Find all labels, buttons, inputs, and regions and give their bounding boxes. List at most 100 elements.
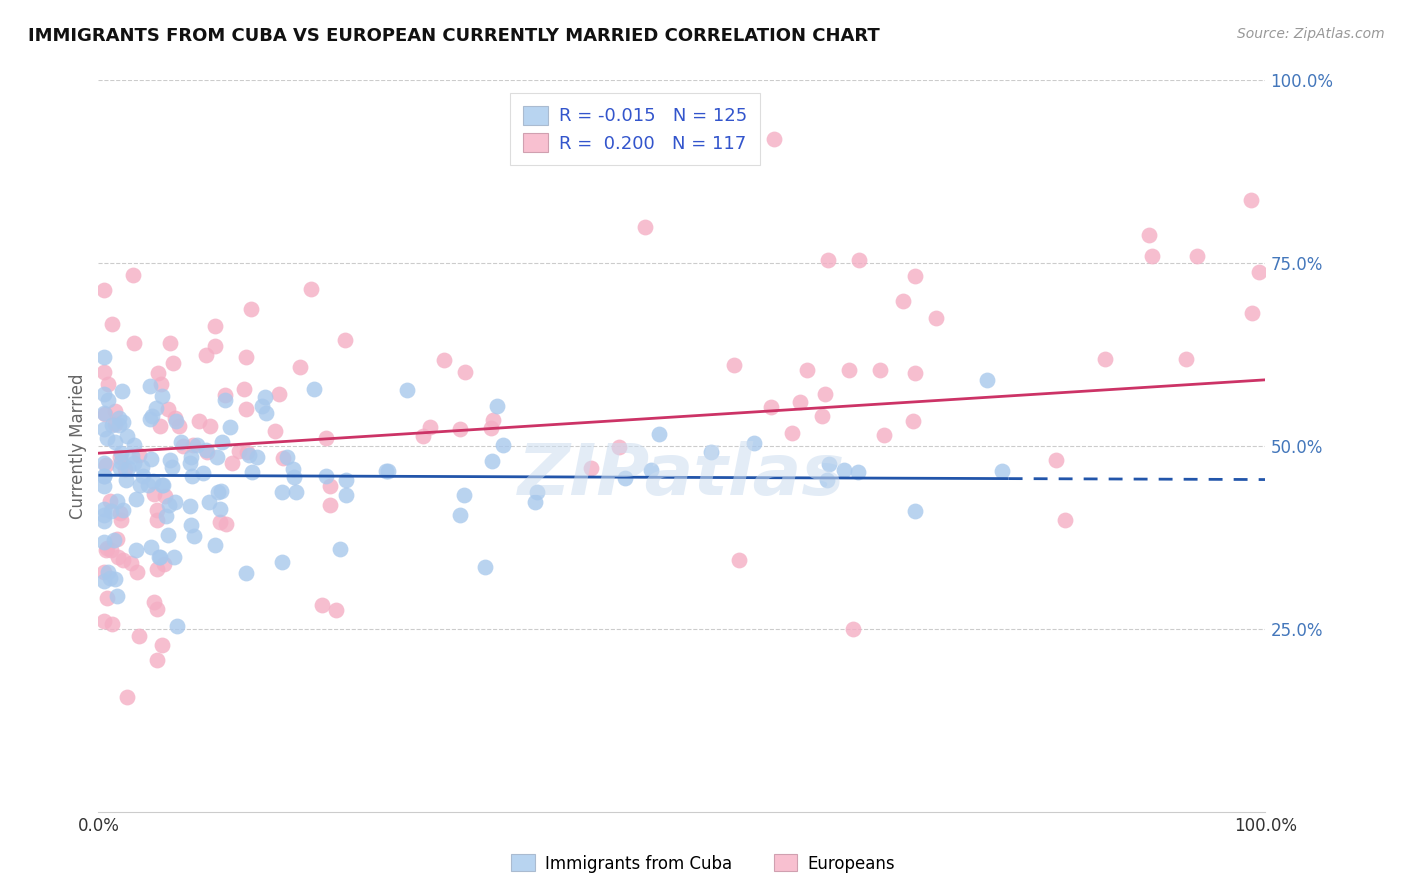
Point xyxy=(648,427,671,442)
Point xyxy=(163,549,186,564)
Point xyxy=(150,638,173,652)
Point xyxy=(98,493,121,508)
Point xyxy=(93,479,115,493)
Point xyxy=(763,132,786,146)
Point xyxy=(319,499,342,513)
Point xyxy=(842,623,865,637)
Point xyxy=(117,429,139,443)
Point xyxy=(104,434,127,449)
Point xyxy=(211,434,233,449)
Point xyxy=(93,468,115,483)
Point xyxy=(1249,265,1271,279)
Point xyxy=(143,595,166,609)
Point xyxy=(1185,249,1208,263)
Point xyxy=(492,438,515,452)
Point xyxy=(197,495,219,509)
Point xyxy=(1175,351,1198,366)
Point xyxy=(93,502,115,516)
Point xyxy=(209,502,232,516)
Point xyxy=(235,350,257,364)
Point xyxy=(155,509,177,524)
Point xyxy=(150,389,173,403)
Point xyxy=(811,409,834,423)
Point xyxy=(264,424,287,438)
Point xyxy=(101,318,124,332)
Point xyxy=(180,518,202,533)
Point xyxy=(454,365,477,379)
Point xyxy=(228,444,250,458)
Point xyxy=(481,413,503,427)
Point xyxy=(188,414,211,428)
Point xyxy=(848,252,870,267)
Point xyxy=(1094,352,1116,367)
Point xyxy=(276,450,298,464)
Point xyxy=(139,541,162,555)
Point xyxy=(238,448,260,462)
Point xyxy=(110,446,132,460)
Point xyxy=(122,438,145,452)
Point xyxy=(111,384,134,398)
Point xyxy=(93,574,115,589)
Point xyxy=(121,449,143,463)
Point xyxy=(93,365,115,379)
Point xyxy=(901,414,924,428)
Point xyxy=(108,450,131,464)
Point xyxy=(165,414,187,428)
Point xyxy=(128,629,150,643)
Point xyxy=(170,434,193,449)
Point xyxy=(214,392,236,407)
Point xyxy=(904,366,927,380)
Point xyxy=(108,410,131,425)
Point xyxy=(107,550,129,565)
Point xyxy=(904,268,927,283)
Point xyxy=(108,461,131,475)
Y-axis label: Currently Married: Currently Married xyxy=(69,373,87,519)
Point xyxy=(817,253,839,268)
Point xyxy=(1140,249,1163,263)
Point xyxy=(204,319,226,334)
Point xyxy=(93,283,115,297)
Point xyxy=(191,466,214,480)
Point xyxy=(474,560,496,574)
Point xyxy=(146,562,169,576)
Point xyxy=(96,458,118,473)
Point xyxy=(205,450,228,464)
Point xyxy=(329,541,352,556)
Point xyxy=(419,420,441,434)
Point xyxy=(159,452,181,467)
Point xyxy=(148,550,170,565)
Point xyxy=(121,268,143,283)
Point xyxy=(179,457,201,471)
Point xyxy=(93,456,115,470)
Point xyxy=(246,450,269,464)
Point xyxy=(814,387,837,401)
Point xyxy=(96,541,118,555)
Point xyxy=(136,478,159,492)
Point xyxy=(449,508,471,522)
Point xyxy=(93,387,115,401)
Point xyxy=(156,528,179,542)
Point xyxy=(283,462,305,476)
Point xyxy=(162,459,184,474)
Point xyxy=(112,415,135,429)
Point xyxy=(700,445,723,459)
Point xyxy=(183,438,205,452)
Point xyxy=(299,282,322,296)
Point xyxy=(104,417,127,431)
Point xyxy=(93,422,115,436)
Point xyxy=(142,474,165,488)
Point xyxy=(607,440,630,454)
Point xyxy=(115,473,138,487)
Point xyxy=(105,589,128,603)
Point xyxy=(269,387,291,401)
Point xyxy=(107,417,129,432)
Point xyxy=(449,422,471,436)
Point xyxy=(100,504,122,518)
Point xyxy=(195,442,218,457)
Point xyxy=(640,463,662,477)
Point xyxy=(235,402,257,417)
Point xyxy=(159,335,181,350)
Point xyxy=(195,348,218,362)
Point xyxy=(122,457,145,471)
Text: ZIPatlas: ZIPatlas xyxy=(519,441,845,509)
